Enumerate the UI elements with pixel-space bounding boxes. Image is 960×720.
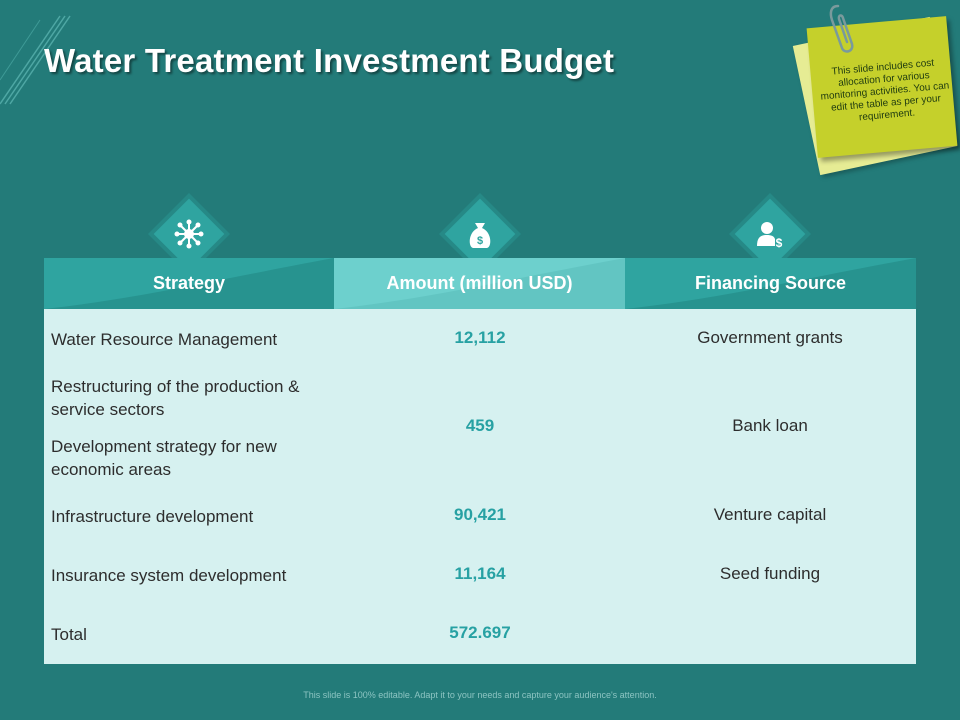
footer-note: This slide is 100% editable. Adapt it to…	[303, 690, 657, 700]
svg-text:$: $	[477, 235, 483, 247]
strategy-cell: Development strategy for new economic ar…	[51, 437, 277, 479]
header-amount: Amount (million USD)	[334, 258, 625, 309]
budget-table: Strategy Amount (million USD) Financing …	[44, 258, 916, 664]
amount-cell: 459	[465, 416, 495, 435]
total-label: Total	[51, 625, 87, 644]
header-sheen	[44, 258, 334, 309]
svg-text:$: $	[776, 236, 783, 250]
header-financing-source: Financing Source	[625, 258, 916, 309]
paperclip-icon	[829, 4, 854, 53]
amount-cell: 11,164	[454, 564, 506, 583]
sticky-note-text: This slide includes cost allocation for …	[820, 57, 950, 124]
table-header: Strategy Amount (million USD) Financing …	[44, 258, 916, 309]
slide-title: Water Treatment Investment Budget	[44, 42, 615, 79]
network-icon	[174, 219, 204, 249]
strategy-cell: Insurance system development	[51, 566, 287, 585]
strategy-cell: Water Resource Management	[51, 330, 278, 349]
amount-cell: 90,421	[454, 505, 506, 524]
source-cell: Venture capital	[713, 505, 827, 524]
header-sheen	[334, 258, 625, 309]
money-bag-icon: $	[469, 223, 491, 248]
header-sheen	[625, 258, 916, 309]
strategy-cell: Restructuring of the production & servic…	[51, 377, 300, 419]
total-amount: 572.697	[449, 623, 511, 642]
strategy-cell: Infrastructure development	[51, 507, 254, 526]
amount-cell: 12,112	[454, 328, 506, 347]
source-cell: Seed funding	[719, 564, 821, 583]
source-cell: Government grants	[697, 328, 843, 347]
header-strategy: Strategy	[44, 258, 334, 309]
decorative-lines	[0, 15, 71, 105]
source-cell: Bank loan	[732, 416, 808, 435]
finance-person-icon: $	[757, 222, 783, 250]
